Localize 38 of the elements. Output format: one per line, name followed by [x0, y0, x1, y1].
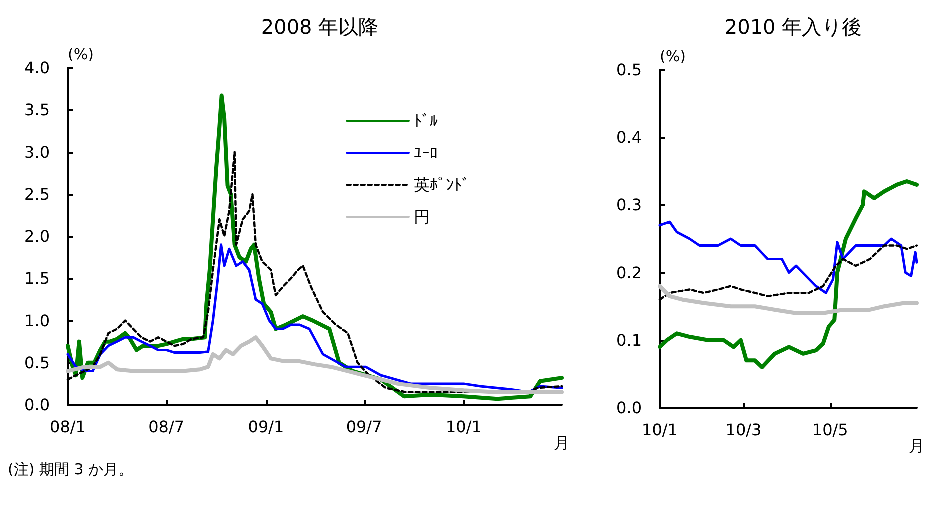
chart-title: 2008 年以降 — [261, 15, 379, 39]
line-series — [658, 220, 918, 294]
x-axis-title: 月 — [554, 434, 570, 452]
y-tick-label: 0.5 — [24, 353, 50, 372]
y-tick-label: 4.0 — [24, 58, 50, 78]
y-tick-label: 0.0 — [24, 396, 50, 414]
line-series — [66, 336, 564, 394]
y-tick-label: 3.0 — [24, 142, 50, 162]
line-series — [658, 284, 919, 316]
legend-label: 英ﾎﾟﾝﾄﾞ — [414, 176, 470, 194]
y-tick-label: 0.4 — [616, 128, 642, 148]
text: (注) 期間 3 か月。 — [8, 460, 134, 478]
y-tick-label: 1.0 — [24, 311, 50, 330]
x-tick-label: 10/3 — [726, 420, 762, 440]
y-tick-label: 0.0 — [616, 398, 642, 418]
x-axis-title: 月 — [909, 436, 925, 456]
x-tick-label: 10/1 — [446, 418, 482, 436]
y-tick-label: 0.2 — [616, 263, 642, 282]
y-tick-label: 2.0 — [24, 227, 50, 246]
x-tick-label: 09/1 — [248, 418, 284, 436]
legend-label: 円 — [414, 208, 430, 226]
x-tick-label: 08/1 — [50, 418, 86, 436]
y-tick-label: 0.1 — [616, 330, 642, 350]
y-tick-label: 0.3 — [616, 196, 642, 215]
y-axis-title: (%) — [68, 46, 94, 64]
chart-title: 2010 年入り後 — [724, 15, 862, 39]
y-tick-label: 0.5 — [616, 60, 642, 80]
y-axis-title: (%) — [660, 48, 686, 66]
x-tick-label: 08/7 — [148, 418, 185, 436]
x-tick-label: 10/5 — [812, 420, 848, 440]
x-tick-label: 10/1 — [642, 420, 678, 440]
y-tick-label: 3.5 — [24, 100, 50, 120]
legend-label: ﾕｰﾛ — [414, 144, 438, 162]
legend-label: ﾄﾞﾙ — [414, 112, 438, 130]
y-tick-label: 1.5 — [24, 269, 50, 288]
line-series — [658, 180, 919, 370]
x-tick-label: 09/7 — [346, 418, 382, 436]
y-tick-label: 2.5 — [24, 184, 50, 204]
